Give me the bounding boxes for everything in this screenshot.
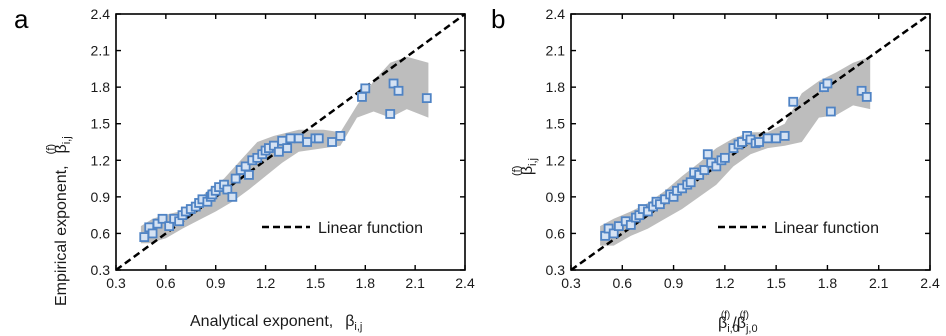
data-point: [699, 165, 710, 175]
x-tick-label: 2.4: [455, 275, 475, 291]
panel-b: b 0.3 0.6 0.9 1.2 1.5 1.8 2.1 2.4 0.3 0.6 0.9 1.2 1.…: [491, 4, 940, 335]
data-point: [164, 221, 175, 232]
x-tick-label: 2.4: [920, 275, 940, 291]
data-point: [327, 137, 337, 147]
x-tick-label: 2.1: [869, 275, 889, 291]
data-point: [788, 96, 799, 107]
y-tick-label: 0.3: [546, 262, 566, 278]
data-point: [157, 213, 168, 224]
x-tick-label: 1.8: [356, 275, 376, 291]
panel-a-reference-line: [115, 12, 466, 272]
data-point: [282, 143, 293, 153]
panel-a-label: a: [14, 4, 29, 34]
panel-b-label: b: [491, 4, 505, 34]
panel-a-xlabel: Analytical exponent, βi,j: [190, 313, 362, 333]
data-point: [360, 83, 371, 94]
data-point: [139, 232, 150, 242]
data-point: [285, 133, 296, 144]
y-tick-label: 2.1: [546, 43, 566, 59]
data-point: [222, 184, 233, 195]
x-tick-label: 0.9: [664, 275, 684, 291]
panel-b-ylabel: βi,j(f): [511, 158, 539, 176]
data-point: [861, 91, 872, 102]
panel-a-legend: Linear function: [262, 220, 423, 237]
y-tick-label: 1.2: [546, 152, 566, 168]
x-tick-label: 0.3: [561, 275, 581, 291]
svg-text:Empirical exponent,βi,j(f): Empirical exponent,βi,j(f): [45, 136, 73, 306]
x-tick-label: 1.5: [306, 275, 326, 291]
panel-a-axes: 0.3 0.6 0.9 1.2 1.5 1.8 2.1 2.4 0.3 0.6 0.9 1.2 1.5 1…: [91, 6, 475, 291]
data-point: [711, 161, 722, 172]
plot-frame: [570, 13, 931, 271]
data-point: [302, 137, 313, 147]
y-tick-label: 1.8: [91, 79, 111, 95]
data-point: [385, 109, 396, 119]
data-point: [230, 173, 241, 184]
y-tick-label: 2.4: [546, 6, 566, 22]
data-point: [147, 228, 158, 239]
y-tick-label: 0.6: [546, 225, 566, 241]
data-point: [754, 137, 764, 147]
y-tick-label: 0.9: [546, 189, 566, 205]
svg-text:βi,j(f): βi,j(f): [511, 158, 539, 176]
y-tick-label: 0.3: [91, 262, 111, 278]
data-point: [719, 152, 730, 163]
legend-label: Linear function: [774, 220, 879, 237]
y-tick-label: 2.1: [91, 43, 111, 59]
x-tick-label: 0.6: [613, 275, 633, 291]
panel-b-xlabel: βi,0(f)/βj,0(f): [718, 310, 758, 335]
y-tick-label: 1.5: [91, 116, 111, 132]
data-point: [702, 149, 713, 160]
data-point: [825, 106, 836, 117]
legend-label: Linear function: [318, 220, 423, 237]
y-tick-label: 1.5: [546, 116, 566, 132]
x-tick-label: 1.2: [715, 275, 735, 291]
plot-frame: [115, 13, 466, 271]
data-point: [685, 177, 696, 188]
panel-a-points: [139, 78, 432, 242]
x-tick-label: 0.9: [206, 275, 226, 291]
y-tick-label: 0.9: [91, 189, 111, 205]
x-tick-label: 1.8: [818, 275, 838, 291]
x-tick-label: 1.5: [766, 275, 786, 291]
y-tick-label: 1.2: [91, 152, 111, 168]
data-point: [393, 85, 404, 96]
x-tick-label: 0.6: [156, 275, 176, 291]
y-tick-label: 1.8: [546, 79, 566, 95]
panel-b-points: [600, 78, 872, 241]
data-point: [771, 133, 782, 144]
data-point: [421, 93, 432, 104]
x-tick-label: 1.2: [256, 275, 276, 291]
data-point: [244, 170, 254, 180]
data-point: [822, 78, 833, 89]
y-tick-label: 2.4: [91, 6, 111, 22]
y-tick-label: 0.6: [91, 225, 111, 241]
data-point: [779, 131, 790, 141]
data-point: [227, 191, 238, 202]
data-point: [335, 131, 346, 141]
data-point: [608, 228, 619, 239]
panel-b-axes: 0.3 0.6 0.9 1.2 1.5 1.8 2.1 2.4 0.3 0.6 0.9 1.2 1.5 1…: [546, 6, 940, 291]
data-point: [293, 133, 304, 144]
data-point: [762, 133, 773, 144]
data-point: [856, 85, 867, 96]
panel-b-legend: Linear function: [718, 220, 879, 237]
data-point: [388, 78, 399, 89]
data-point: [625, 219, 636, 230]
x-tick-label: 0.3: [106, 275, 126, 291]
panel-a: a 0.3 0.6 0.9 1.2 1.5 1.8 2.1 2.4 0.3 0.6 0.9 1.2 1.…: [14, 4, 475, 333]
panel-a-ylabel: Empirical exponent,βi,j(f): [45, 136, 73, 306]
data-point: [357, 91, 367, 102]
data-point: [313, 133, 324, 144]
x-tick-label: 2.1: [405, 275, 425, 291]
linear-function-line: [115, 12, 466, 272]
data-point: [273, 146, 284, 157]
